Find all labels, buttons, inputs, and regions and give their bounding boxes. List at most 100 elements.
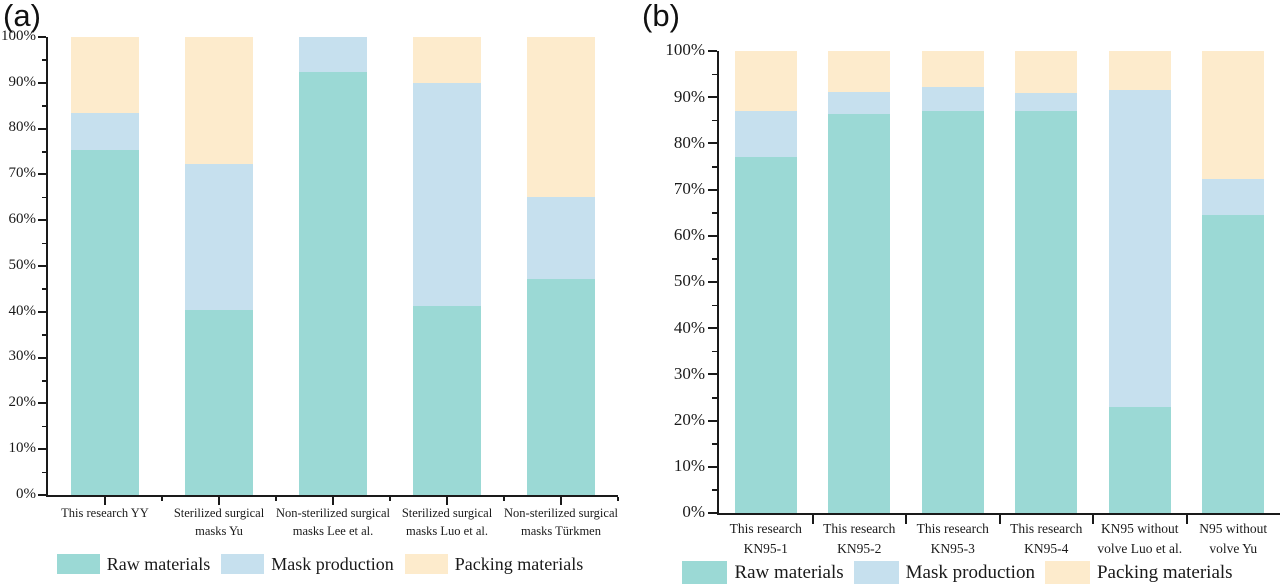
y-minor-tick — [42, 105, 46, 107]
y-tick — [38, 494, 46, 496]
y-tick — [38, 448, 46, 451]
x-tick — [905, 515, 907, 524]
y-tick — [708, 188, 717, 191]
y-tick — [38, 402, 46, 405]
bar-segment-packing-materials — [1202, 51, 1265, 179]
panel-label-a: (a) — [3, 0, 41, 33]
x-category-label: Sterilized surgical masks Luo et al. — [337, 504, 557, 540]
x-category-label-line: This research YY — [61, 506, 149, 520]
y-tick-label: 50% — [8, 256, 37, 273]
y-tick — [708, 419, 717, 422]
y-minor-tick — [712, 350, 717, 353]
x-category-label-line: Non-sterilized surgical — [276, 506, 390, 520]
legend-item-raw-materials: Raw materials — [56, 554, 210, 575]
y-tick-label: 30% — [8, 348, 37, 365]
y-tick-label: 90% — [8, 73, 37, 90]
legend-label-mask-production: Mask production — [905, 561, 1035, 583]
x-category-label-line: KN95-2 — [837, 541, 882, 556]
y-tick — [708, 465, 717, 468]
x-tick — [218, 497, 220, 505]
bar-segment-mask-production — [299, 37, 367, 72]
bar-segment-mask-production — [71, 112, 139, 150]
y-tick — [708, 50, 717, 52]
bar-segment-mask-production — [1015, 93, 1078, 112]
x-tick — [1185, 515, 1188, 524]
legend-label-packing-materials: Packing materials — [454, 553, 584, 574]
y-tick — [708, 281, 717, 283]
x-category-label-line: Non-sterilized surgical — [504, 506, 618, 520]
y-tick-label: 50% — [673, 271, 705, 291]
x-tick — [560, 497, 562, 505]
chart-a-legend: Raw materials Mask production Packing mate… — [30, 552, 610, 576]
y-minor-tick — [42, 425, 46, 428]
x-tick — [998, 515, 1001, 524]
y-axis — [46, 37, 48, 497]
x-category-label-line: KN95-1 — [743, 541, 788, 556]
x-category-label: KN95 without volve Luo et al. — [1030, 519, 1250, 559]
legend-swatch-packing-materials — [404, 554, 448, 574]
y-tick-label: 20% — [673, 410, 705, 430]
x-category-label: This research KN95-2 — [749, 519, 969, 559]
x-tick — [104, 497, 106, 505]
bar-segment-raw-materials — [71, 149, 139, 495]
y-minor-tick — [42, 242, 46, 245]
y-minor-tick — [712, 443, 717, 445]
bar-segment-raw-materials — [1015, 111, 1078, 513]
x-category-label: Non-sterilized surgical masks Lee et al. — [223, 504, 443, 540]
y-tick-label: 40% — [673, 317, 705, 337]
y-tick — [708, 142, 717, 145]
bar-segment-mask-production — [185, 164, 253, 310]
legend-label-mask-production: Mask production — [271, 553, 394, 574]
bar-segment-packing-materials — [828, 51, 891, 92]
x-category-label: This research KN95-4 — [936, 519, 1156, 559]
panel-label-b: (b) — [642, 0, 680, 33]
x-tick — [446, 497, 448, 505]
y-axis — [717, 51, 719, 515]
x-category-label-line: KN95-3 — [930, 541, 975, 556]
y-tick-label: 70% — [8, 165, 37, 182]
x-category-label-line: KN95 without — [1100, 521, 1179, 536]
legend-item-raw-materials: Raw materials — [682, 561, 844, 584]
bar-segment-packing-materials — [185, 37, 253, 165]
y-minor-tick — [712, 119, 717, 122]
x-category-label: Sterilized surgical masks Yu — [109, 504, 329, 540]
y-tick — [38, 173, 46, 176]
x-category-label-line: Sterilized surgical — [401, 506, 493, 520]
x-category-label: This research YY — [0, 504, 215, 522]
y-minor-tick — [42, 151, 46, 153]
y-tick-label: 80% — [673, 132, 705, 152]
y-tick — [38, 81, 46, 84]
y-tick — [708, 373, 717, 376]
x-category-label: This research KN95-3 — [843, 519, 1063, 559]
y-tick-label: 10% — [673, 456, 705, 476]
y-minor-tick — [712, 212, 717, 214]
y-tick-label: 10% — [8, 439, 37, 456]
legend-item-mask-production: Mask production — [853, 561, 1035, 584]
y-tick-label: 0% — [16, 485, 36, 502]
bar-segment-packing-materials — [734, 51, 797, 111]
bar-segment-mask-production — [1202, 178, 1265, 215]
bar-segment-raw-materials — [1108, 406, 1171, 513]
y-tick — [38, 36, 46, 38]
y-tick-label: 100% — [1, 27, 36, 44]
bar-segment-mask-production — [527, 196, 595, 280]
y-tick-label: 90% — [673, 86, 705, 106]
y-minor-tick — [42, 334, 46, 336]
bar-segment-mask-production — [828, 91, 891, 115]
x-minor-tick — [389, 497, 391, 501]
legend-item-packing-materials: Packing materials — [1044, 561, 1233, 584]
x-category-label: N95 without volve Yu — [1123, 519, 1280, 559]
bar-segment-raw-materials — [185, 309, 253, 495]
legend-label-raw-materials: Raw materials — [734, 561, 844, 583]
y-tick — [38, 127, 46, 130]
y-tick-label: 70% — [673, 179, 705, 199]
legend-swatch-packing-materials — [1044, 561, 1090, 584]
y-tick-label: 100% — [665, 40, 705, 60]
y-tick-label: 80% — [8, 119, 37, 136]
y-tick-label: 60% — [8, 210, 37, 227]
x-category-label-line: masks Yu — [195, 524, 243, 538]
x-tick — [1092, 515, 1094, 524]
x-category-label-line: volve Luo et al. — [1097, 541, 1183, 556]
bar-segment-raw-materials — [527, 279, 595, 495]
